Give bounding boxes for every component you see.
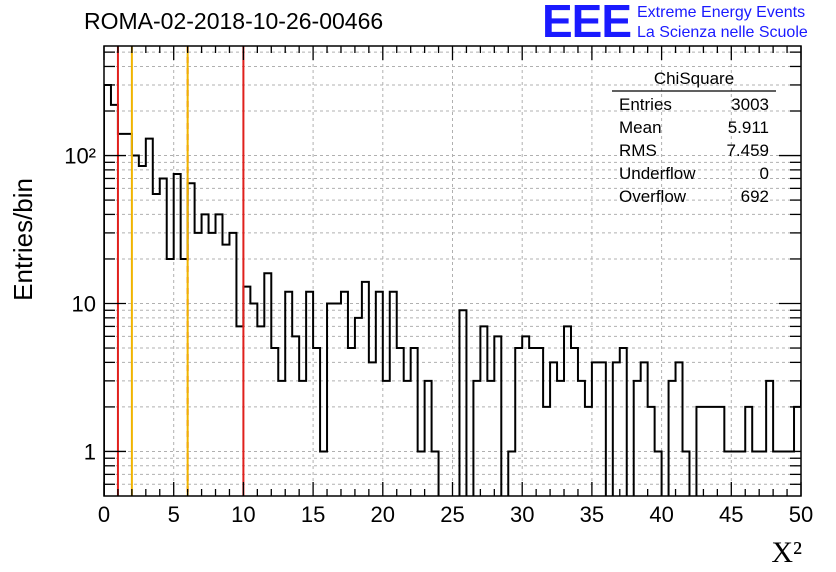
x-tick-label: 10 <box>231 502 255 527</box>
histogram-outline <box>104 83 801 496</box>
stat-value-overflow: 692 <box>741 187 769 206</box>
histogram-series <box>104 83 801 496</box>
stat-label-rms: RMS <box>619 141 657 160</box>
x-tick-label: 45 <box>719 502 743 527</box>
reference-lines <box>116 46 245 496</box>
axis-ticks <box>103 46 802 496</box>
x-tick-label: 25 <box>440 502 464 527</box>
x-tick-label: 30 <box>510 502 534 527</box>
chart-title: ROMA-02-2018-10-26-00466 <box>84 8 384 34</box>
x-tick-label: 20 <box>371 502 395 527</box>
stat-value-underflow: 0 <box>760 164 769 183</box>
tick-labels: 0 5 10 15 20 25 30 35 40 45 50 1 10 10² <box>64 144 813 527</box>
x-axis-label: X² <box>771 536 802 569</box>
y-tick-label: 10² <box>64 144 96 169</box>
y-tick-label: 10 <box>72 292 96 317</box>
eee-logo: EEE Extreme Energy Events La Scienza nel… <box>542 0 832 47</box>
stat-value-rms: 7.459 <box>726 141 769 160</box>
stat-label-overflow: Overflow <box>619 187 687 206</box>
stat-label-underflow: Underflow <box>619 164 696 183</box>
stats-title: ChiSquare <box>654 69 734 88</box>
y-axis-label: Entries/bin <box>8 178 38 301</box>
x-tick-label: 0 <box>98 502 110 527</box>
stat-value-mean: 5.911 <box>728 118 769 137</box>
logo-line-2: La Scienza nelle Scuole <box>637 24 808 41</box>
x-tick-label: 15 <box>301 502 325 527</box>
x-tick-label: 50 <box>789 502 813 527</box>
x-tick-label: 5 <box>168 502 180 527</box>
stats-box: ChiSquare Entries 3003 Mean 5.911 RMS 7.… <box>612 69 776 206</box>
y-tick-label: 1 <box>84 439 96 464</box>
x-tick-label: 40 <box>649 502 673 527</box>
logo-mark: EEE <box>542 0 632 47</box>
stat-label-entries: Entries <box>619 95 672 114</box>
x-tick-label: 35 <box>580 502 604 527</box>
logo-line-1: Extreme Energy Events <box>637 4 806 21</box>
stat-label-mean: Mean <box>619 118 662 137</box>
stat-value-entries: 3003 <box>731 95 769 114</box>
